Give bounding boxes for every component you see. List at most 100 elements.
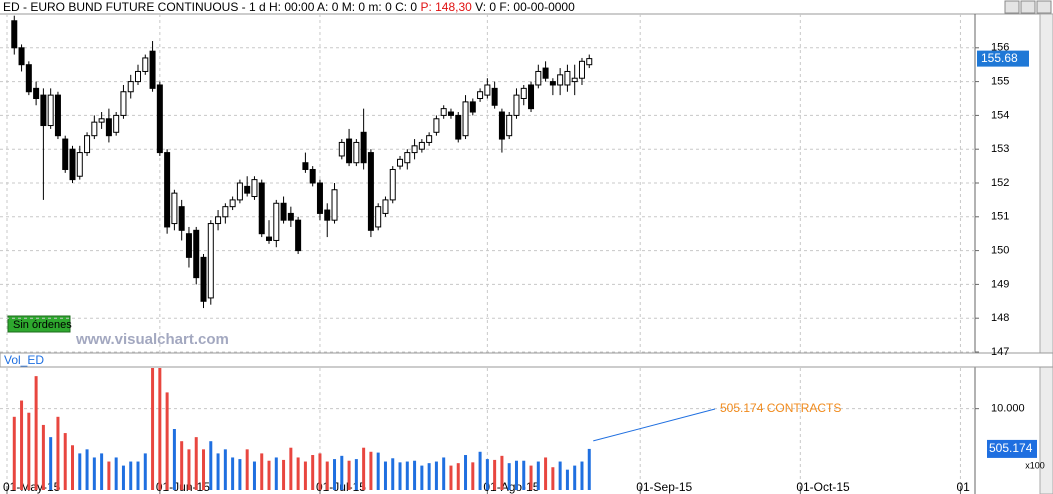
y-tick-label: 147 bbox=[991, 346, 1009, 358]
candle-body bbox=[578, 60, 585, 79]
volume-bar bbox=[536, 461, 540, 490]
candle-body bbox=[40, 94, 47, 127]
volume-bar bbox=[143, 453, 147, 490]
close-button[interactable] bbox=[1036, 0, 1052, 14]
volume-bar bbox=[565, 469, 569, 490]
candle-body bbox=[185, 233, 192, 258]
order-status[interactable]: Sin órdenes bbox=[13, 319, 72, 331]
volume-title: Vol_ED bbox=[4, 353, 44, 367]
candle-body bbox=[557, 74, 564, 86]
volume-bar bbox=[340, 455, 344, 490]
volume-bar bbox=[180, 441, 184, 490]
volume-bar bbox=[63, 433, 67, 490]
volume-bar bbox=[172, 429, 176, 490]
volume-bar bbox=[427, 463, 431, 490]
volume-bar bbox=[85, 449, 89, 490]
volume-bar bbox=[573, 465, 577, 490]
candle-body bbox=[84, 135, 91, 154]
volume-bar bbox=[318, 453, 322, 490]
volume-bar bbox=[325, 461, 329, 490]
volume-bar bbox=[71, 445, 75, 490]
volume-bar bbox=[369, 451, 373, 490]
candle-body bbox=[287, 212, 294, 221]
volume-bar bbox=[165, 392, 169, 490]
volume-bar bbox=[202, 449, 206, 490]
candle-body bbox=[295, 219, 302, 252]
volume-bar bbox=[551, 467, 555, 490]
candle-body bbox=[11, 20, 18, 49]
candle-body bbox=[113, 114, 120, 133]
candle-body bbox=[54, 94, 61, 137]
candle-body bbox=[280, 202, 287, 221]
last-price-box bbox=[977, 50, 1029, 67]
maximize-button[interactable] bbox=[1020, 0, 1036, 14]
volume-bar bbox=[49, 437, 53, 490]
last-price-label: 155.68 bbox=[981, 51, 1018, 65]
x-tick-label: 01 bbox=[956, 480, 970, 494]
candle-body bbox=[389, 168, 396, 201]
annotation-line bbox=[593, 408, 716, 442]
scale-label: x100 bbox=[1025, 460, 1045, 470]
candle-body bbox=[266, 236, 273, 241]
title-main: ED - EURO BUND FUTURE CONTINUOUS - 1 d H… bbox=[3, 0, 417, 14]
minimize-button[interactable] bbox=[1004, 0, 1020, 14]
candle-body bbox=[491, 87, 498, 106]
candle-body bbox=[25, 64, 32, 93]
candle-body bbox=[564, 70, 571, 86]
volume-bar bbox=[12, 416, 16, 490]
y-tick-label: 150 bbox=[991, 245, 1009, 257]
y-tick-label: 155 bbox=[991, 76, 1009, 88]
x-tick-label: 01-May-15 bbox=[3, 480, 61, 494]
order-status-box[interactable] bbox=[7, 315, 71, 333]
y-tick-label: 149 bbox=[991, 278, 1009, 290]
y-tick-label: 10.000 bbox=[991, 403, 1025, 415]
volume-bar bbox=[522, 460, 526, 490]
volume-bar bbox=[558, 461, 562, 490]
volume-bar bbox=[456, 463, 460, 490]
candle-body bbox=[571, 77, 578, 83]
candle-body bbox=[251, 179, 258, 198]
volume-bar bbox=[114, 457, 118, 490]
watermark: www.visualchart.com bbox=[75, 331, 229, 348]
candle-body bbox=[586, 58, 593, 66]
scrollbar[interactable] bbox=[1039, 13, 1053, 494]
volume-bar bbox=[347, 460, 351, 490]
volume-bar bbox=[267, 460, 271, 490]
volume-bar bbox=[151, 368, 155, 490]
volume-bar bbox=[27, 412, 31, 490]
panel-divider bbox=[0, 352, 1053, 368]
candle-body bbox=[91, 121, 98, 137]
candle-body bbox=[69, 148, 76, 181]
candle-body bbox=[549, 81, 556, 86]
volume-bar bbox=[464, 455, 468, 490]
candle-body bbox=[324, 209, 331, 221]
volume-bar bbox=[289, 447, 293, 490]
volume-bar bbox=[333, 459, 337, 490]
candle-body bbox=[331, 189, 338, 221]
candle-body bbox=[316, 182, 323, 214]
candle-body bbox=[244, 185, 251, 194]
window-buttons[interactable] bbox=[1004, 0, 1052, 14]
volume-bar bbox=[107, 461, 111, 490]
volume-bar bbox=[56, 416, 60, 490]
candle-body bbox=[156, 84, 163, 154]
volume-bar bbox=[92, 457, 96, 490]
candle-body bbox=[346, 138, 353, 164]
candle-body bbox=[309, 168, 316, 184]
candle-body bbox=[229, 199, 236, 208]
y-tick-label: 153 bbox=[991, 143, 1009, 155]
candle-body bbox=[338, 141, 345, 157]
volume-bar bbox=[296, 457, 300, 490]
candle-body bbox=[542, 67, 549, 79]
volume-bar bbox=[41, 424, 45, 490]
volume-bar bbox=[391, 458, 395, 490]
candle-body bbox=[535, 70, 542, 86]
candle-body bbox=[528, 84, 535, 110]
candle-body bbox=[411, 145, 418, 154]
candle-body bbox=[222, 206, 229, 218]
volume-bar bbox=[485, 459, 489, 490]
volume-bar bbox=[223, 449, 227, 490]
candle-body bbox=[382, 199, 389, 214]
candle-body bbox=[62, 138, 69, 170]
